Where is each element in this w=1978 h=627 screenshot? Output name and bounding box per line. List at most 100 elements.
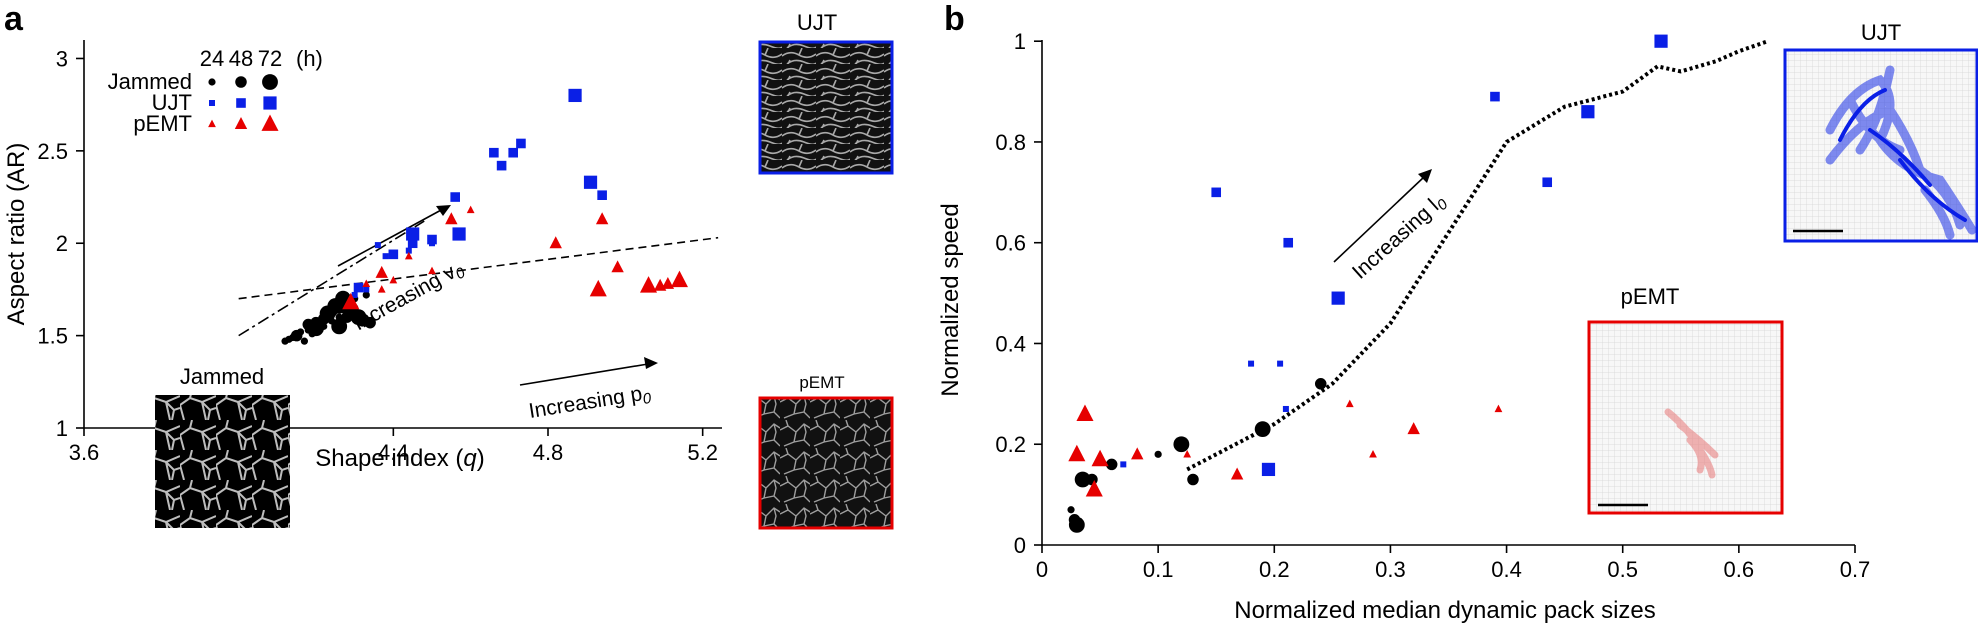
a-x-label: Shape index (q) xyxy=(315,445,484,472)
data-point-pemt xyxy=(377,285,386,293)
legend-marker-pemt xyxy=(261,114,279,131)
data-point-pemt xyxy=(549,236,562,249)
y-tick-label: 0.8 xyxy=(995,130,1026,155)
legend-time-48: 48 xyxy=(229,46,253,71)
data-point-pemt xyxy=(670,270,688,288)
increasing-l0-arrowhead xyxy=(1418,169,1432,183)
data-point-jammed xyxy=(1067,506,1075,514)
panel-b: b 0 0.1 0.2 0.3 0.4 0.5 0.6 0.7 0 0.2 0.4 0.6 0.8 1 N… xyxy=(937,0,1978,624)
a-ticks: 3.644.44.85.211.522.53 xyxy=(37,46,718,465)
data-point-jammed xyxy=(1105,458,1118,471)
x-tick-label: 0.1 xyxy=(1143,557,1174,582)
data-point-ujt xyxy=(1331,291,1345,305)
data-point-ujt xyxy=(407,238,418,249)
data-point-jammed xyxy=(300,337,308,345)
x-tick-label: 0 xyxy=(1036,557,1048,582)
data-point-pemt xyxy=(1407,422,1420,435)
inset-b-ujt-title: UJT xyxy=(1861,20,1901,45)
data-point-pemt xyxy=(1369,449,1377,458)
x-tick-label: 0.7 xyxy=(1840,557,1871,582)
data-point-jammed xyxy=(350,309,367,326)
y-tick-label: 1 xyxy=(56,416,68,441)
data-point-ujt xyxy=(452,227,466,241)
inset-pemt-image xyxy=(758,396,894,530)
data-point-ujt xyxy=(496,160,507,171)
data-point-ujt xyxy=(1120,461,1127,468)
data-point-ujt xyxy=(450,192,460,202)
x-tick-label: 0.4 xyxy=(1491,557,1522,582)
increasing-l0-arrow xyxy=(1333,176,1425,263)
panel-a: a 3.644.44.85.211.522.53 Shape index (q)… xyxy=(3,0,894,530)
data-point-pemt xyxy=(1131,447,1144,460)
a-data-points xyxy=(281,88,688,345)
x-tick-label: 0.6 xyxy=(1724,557,1755,582)
increasing-l0-label: Increasing l0 xyxy=(1348,189,1452,286)
data-point-ujt xyxy=(351,291,358,298)
data-point-ujt xyxy=(406,227,420,241)
data-point-jammed xyxy=(331,318,348,335)
legend-marker-pemt xyxy=(234,117,248,130)
legend-label-ujt: UJT xyxy=(152,90,192,115)
data-point-ujt xyxy=(597,190,607,200)
data-point-pemt xyxy=(389,275,398,284)
data-point-pemt xyxy=(466,205,475,214)
increasing-p0-label: Increasing p0 xyxy=(527,381,653,426)
trend-line-dash-dot xyxy=(238,220,425,337)
data-point-pemt xyxy=(342,292,360,310)
data-point-pemt xyxy=(595,212,609,225)
legend: 24 48 72 (h) Jammed UJT pEMT xyxy=(108,46,323,136)
increasing-p0-arrow xyxy=(519,363,649,386)
data-point-ujt xyxy=(1581,105,1595,119)
y-tick-label: 0.2 xyxy=(995,432,1026,457)
data-point-jammed xyxy=(1314,378,1327,390)
data-point-ujt xyxy=(568,88,582,103)
data-point-pemt xyxy=(1183,449,1192,458)
legend-markers xyxy=(208,74,279,131)
b-x-label: Normalized median dynamic pack sizes xyxy=(1234,597,1656,624)
data-point-ujt xyxy=(382,253,389,260)
data-point-pemt xyxy=(445,212,458,225)
x-tick-label: 0.3 xyxy=(1375,557,1406,582)
data-point-pemt xyxy=(611,260,624,273)
data-point-ujt xyxy=(508,147,518,158)
data-point-ujt xyxy=(1248,360,1255,367)
data-point-ujt xyxy=(489,147,499,158)
legend-marker-pemt xyxy=(208,119,216,128)
x-tick-label: 0.2 xyxy=(1259,557,1290,582)
data-point-pemt xyxy=(428,266,436,275)
data-point-jammed xyxy=(1173,436,1190,453)
increasing-p0-arrowhead xyxy=(644,357,658,369)
legend-marker-jammed xyxy=(262,74,278,90)
data-point-ujt xyxy=(405,247,412,254)
x-tick-label: 4.4 xyxy=(378,440,409,465)
inset-pemt-title: pEMT xyxy=(793,366,852,391)
data-point-pemt xyxy=(1068,444,1086,462)
x-tick-label: 0.5 xyxy=(1607,557,1638,582)
legend-marker-jammed xyxy=(208,78,216,86)
data-point-ujt xyxy=(1490,91,1500,102)
a-y-label: Aspect ratio (AR) xyxy=(3,143,30,326)
data-point-jammed xyxy=(290,329,303,342)
data-point-ujt xyxy=(1654,34,1668,48)
data-point-pemt xyxy=(362,279,371,288)
data-point-pemt xyxy=(375,265,388,278)
x-tick-label: 3.6 xyxy=(69,440,100,465)
data-point-jammed xyxy=(1254,421,1271,438)
data-point-jammed xyxy=(364,316,376,329)
legend-time-24: 24 xyxy=(200,46,224,71)
data-point-pemt xyxy=(1076,404,1094,421)
legend-marker-ujt xyxy=(236,98,246,108)
data-point-ujt xyxy=(516,138,526,149)
y-tick-label: 1.5 xyxy=(37,324,68,349)
inset-jammed-title: Jammed xyxy=(180,364,264,389)
data-point-jammed xyxy=(1154,450,1162,458)
data-point-pemt xyxy=(1085,480,1103,497)
a-trend-lines xyxy=(238,220,719,337)
b-trend-lines xyxy=(1186,39,1769,472)
data-point-ujt xyxy=(388,249,399,260)
data-point-pemt xyxy=(1230,467,1244,480)
increasing-v0-arrowhead xyxy=(436,205,451,216)
y-tick-label: 0 xyxy=(1014,533,1026,558)
y-tick-label: 2 xyxy=(56,231,68,256)
data-point-ujt xyxy=(1277,360,1284,367)
